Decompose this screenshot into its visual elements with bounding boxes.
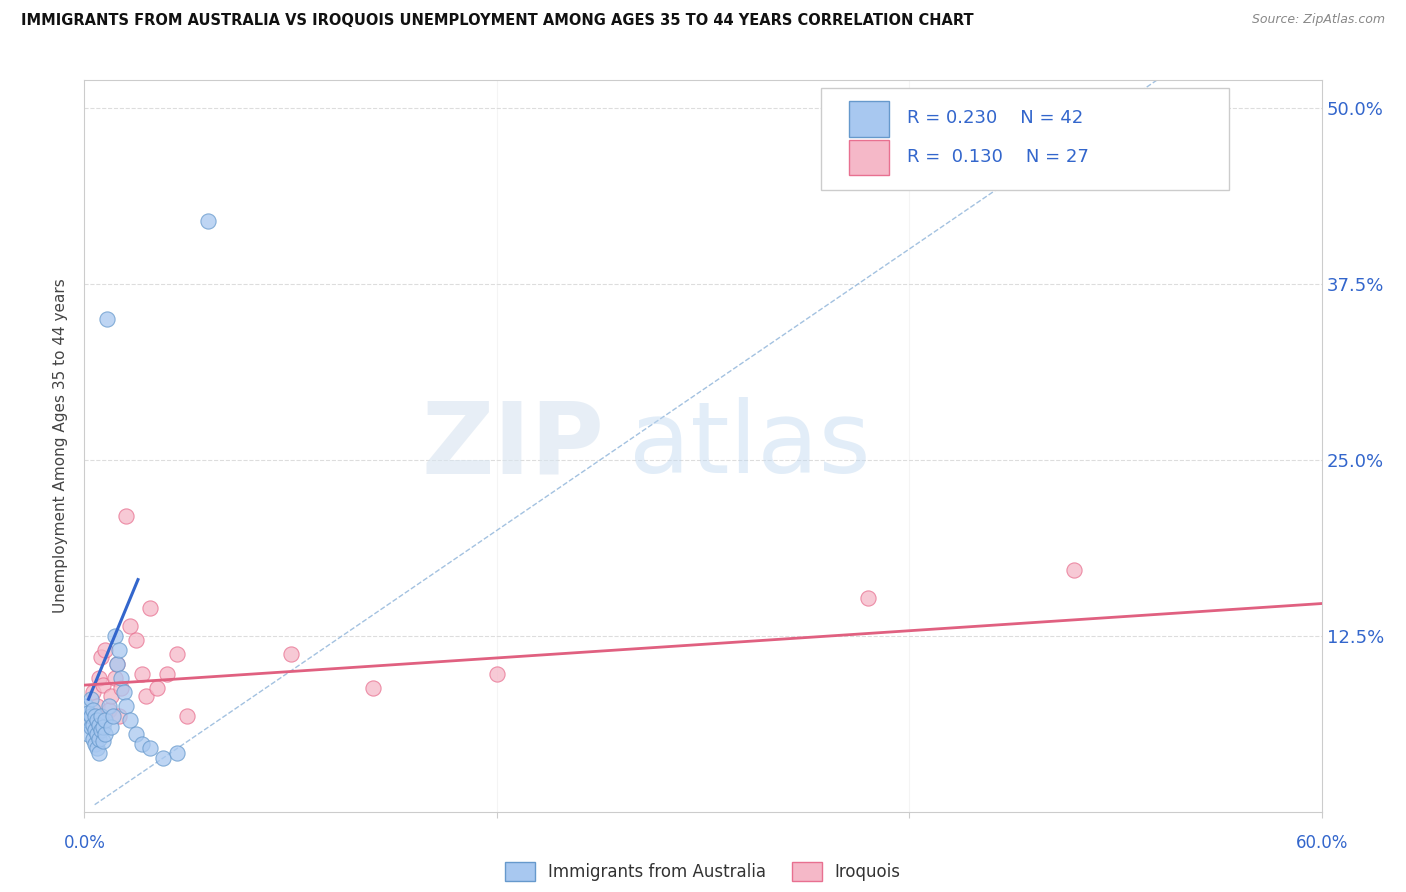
Point: [152, 751, 174, 765]
Point: [90, 650, 112, 665]
Point: [83, 709, 105, 723]
Point: [82, 717, 104, 731]
Point: [131, 666, 153, 681]
Point: [79, 720, 101, 734]
Point: [86, 714, 108, 728]
Point: [361, 681, 384, 695]
Point: [131, 737, 153, 751]
Text: 0.0%: 0.0%: [63, 834, 105, 852]
Point: [125, 633, 148, 648]
Point: [139, 600, 162, 615]
FancyBboxPatch shape: [821, 87, 1229, 190]
Point: [79, 692, 101, 706]
Point: [91, 734, 114, 748]
Point: [79, 709, 101, 723]
Point: [280, 647, 302, 661]
Point: [1063, 563, 1085, 577]
Point: [100, 690, 122, 704]
Point: [108, 709, 131, 723]
Y-axis label: Unemployment Among Ages 35 to 44 years: Unemployment Among Ages 35 to 44 years: [53, 278, 69, 614]
Text: R = 0.230    N = 42: R = 0.230 N = 42: [907, 110, 1084, 128]
Text: Source: ZipAtlas.com: Source: ZipAtlas.com: [1251, 13, 1385, 27]
Point: [125, 727, 148, 741]
Point: [856, 591, 879, 605]
Text: 60.0%: 60.0%: [1295, 834, 1348, 852]
Point: [91, 720, 114, 734]
Bar: [849, 140, 889, 176]
Point: [166, 647, 188, 661]
Point: [105, 657, 128, 671]
Point: [145, 681, 167, 695]
Point: [108, 643, 131, 657]
Point: [87, 746, 110, 760]
Point: [77, 727, 100, 741]
Point: [83, 737, 105, 751]
Point: [485, 666, 508, 681]
Point: [87, 731, 110, 746]
Point: [86, 699, 108, 714]
Point: [91, 678, 114, 692]
Point: [75, 699, 97, 714]
Point: [82, 685, 104, 699]
Point: [118, 619, 141, 633]
Point: [94, 714, 117, 728]
Text: IMMIGRANTS FROM AUSTRALIA VS IROQUOIS UNEMPLOYMENT AMONG AGES 35 TO 44 YEARS COR: IMMIGRANTS FROM AUSTRALIA VS IROQUOIS UN…: [21, 13, 974, 29]
Point: [110, 681, 132, 695]
Point: [118, 714, 141, 728]
Point: [83, 723, 105, 738]
Point: [75, 714, 97, 728]
Text: atlas: atlas: [628, 398, 870, 494]
Point: [176, 709, 198, 723]
Point: [98, 699, 121, 714]
Point: [112, 685, 135, 699]
Point: [139, 741, 162, 756]
Point: [135, 690, 157, 704]
Point: [104, 629, 127, 643]
Bar: [849, 102, 889, 136]
Point: [86, 741, 108, 756]
Point: [100, 720, 122, 734]
Point: [96, 312, 118, 326]
Point: [82, 731, 104, 746]
Point: [87, 717, 110, 731]
Point: [90, 709, 112, 723]
Point: [104, 671, 127, 685]
Point: [77, 706, 100, 721]
Text: R =  0.130    N = 27: R = 0.130 N = 27: [907, 148, 1090, 166]
Point: [94, 727, 117, 741]
Point: [105, 657, 128, 671]
Point: [98, 703, 121, 717]
Point: [110, 671, 132, 685]
Point: [197, 214, 219, 228]
Point: [156, 666, 179, 681]
Point: [114, 509, 136, 524]
Point: [87, 671, 110, 685]
Point: [90, 723, 112, 738]
Point: [86, 727, 108, 741]
Point: [114, 699, 136, 714]
Point: [166, 746, 188, 760]
Point: [103, 709, 125, 723]
Point: [94, 643, 117, 657]
Text: ZIP: ZIP: [422, 398, 605, 494]
Point: [82, 703, 104, 717]
Legend: Immigrants from Australia, Iroquois: Immigrants from Australia, Iroquois: [499, 855, 907, 888]
